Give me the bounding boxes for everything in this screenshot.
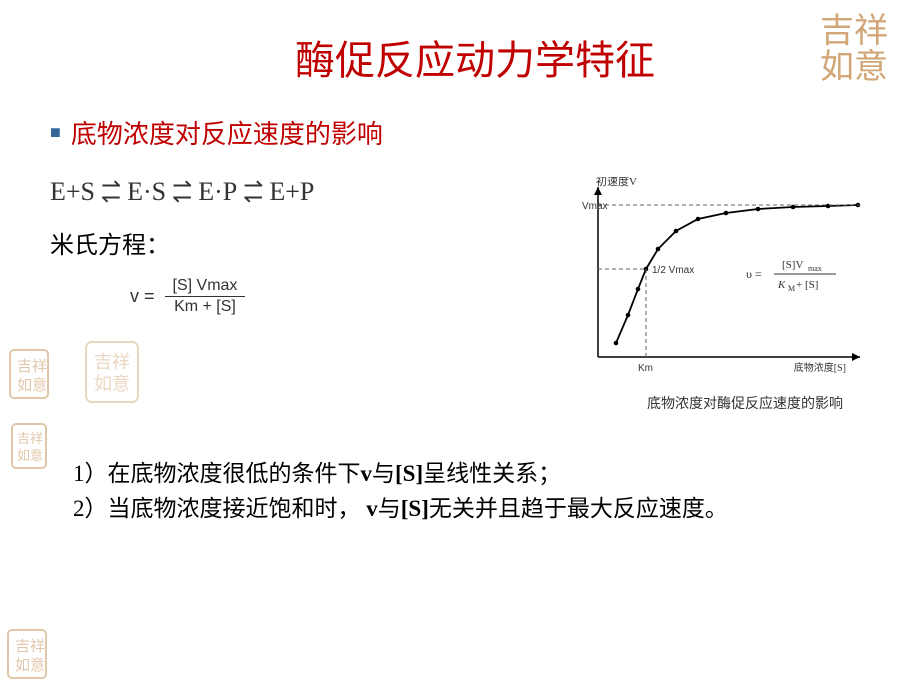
bullet-points: 1）在底物浓度很低的条件下v与[S]呈线性关系； 2）当底物浓度接近饱和时， v… — [50, 457, 900, 526]
kinetics-graph: 初速度V Vmax 1/2 Vmax Km 底物浓度[S] υ = [S]V max KM + … — [580, 177, 910, 387]
reaction-species-4: E+P — [269, 177, 314, 207]
reaction-species-1: E+S — [50, 177, 95, 207]
svg-text:υ =: υ = — [746, 267, 762, 281]
page-title: 酶促反应动力学特征 — [50, 28, 900, 86]
svg-text:如意: 如意 — [17, 376, 47, 394]
svg-text:吉祥: 吉祥 — [17, 431, 43, 446]
svg-text:如意: 如意 — [17, 448, 43, 463]
point-1: 1）在底物浓度很低的条件下v与[S]呈线性关系； — [50, 457, 900, 492]
seal-icon: 吉祥 如意 — [6, 628, 48, 684]
svg-text:吉祥: 吉祥 — [17, 358, 47, 375]
svg-text:底物浓度[S]: 底物浓度[S] — [794, 361, 846, 374]
mm-denominator: Km + [S] — [165, 297, 246, 317]
svg-text:Km: Km — [638, 363, 653, 374]
mm-numerator: [S] Vmax — [165, 276, 246, 296]
svg-text:K: K — [777, 279, 786, 291]
graph-caption: 底物浓度对酶促反应速度的影响 — [580, 393, 910, 413]
seal-icon: 吉祥 如意 — [10, 422, 48, 474]
seal-icon: 吉祥 如意 — [8, 348, 50, 406]
equilibrium-arrow-icon: ⇀↽ — [101, 180, 121, 204]
reaction-scheme: E+S ⇀↽ E·S ⇀↽ E·P ⇀↽ E+P — [50, 177, 580, 207]
mm-equation-label: 米氏方程： — [50, 225, 580, 260]
bullet-icon: ■ — [50, 122, 61, 143]
subtitle: 底物浓度对反应速度的影响 — [71, 114, 383, 151]
svg-text:Vmax: Vmax — [582, 201, 608, 212]
svg-text:1/2 Vmax: 1/2 Vmax — [652, 265, 694, 276]
mm-equation: v = [S] Vmax Km + [S] — [130, 276, 580, 317]
reaction-species-2: E·S — [127, 177, 166, 207]
svg-text:[S]V: [S]V — [782, 259, 803, 271]
mm-lhs: v = — [130, 286, 155, 307]
equilibrium-arrow-icon: ⇀↽ — [172, 180, 192, 204]
svg-text:初速度V: 初速度V — [596, 177, 637, 188]
svg-text:吉祥: 吉祥 — [15, 638, 45, 655]
svg-text:如意: 如意 — [15, 656, 45, 674]
point-2: 2）当底物浓度接近饱和时， v与[S]无关并且趋于最大反应速度。 — [50, 492, 900, 527]
svg-text:max: max — [808, 264, 822, 273]
svg-text:+ [S]: + [S] — [796, 279, 818, 291]
svg-text:M: M — [788, 284, 795, 293]
equilibrium-arrow-icon: ⇀↽ — [243, 180, 263, 204]
reaction-species-3: E·P — [198, 177, 237, 207]
subtitle-row: ■ 底物浓度对反应速度的影响 — [50, 114, 900, 151]
